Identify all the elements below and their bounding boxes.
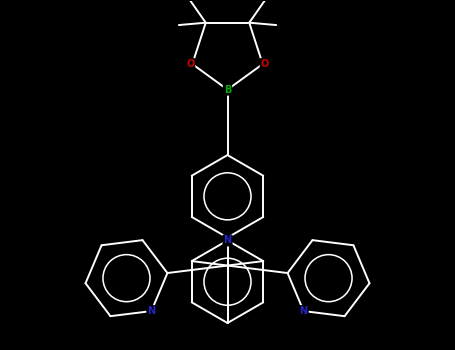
Text: N: N (147, 306, 156, 316)
Text: O: O (186, 59, 194, 69)
Text: B: B (224, 85, 231, 95)
Text: N: N (223, 236, 232, 245)
Text: O: O (261, 59, 269, 69)
Text: N: N (299, 306, 308, 316)
